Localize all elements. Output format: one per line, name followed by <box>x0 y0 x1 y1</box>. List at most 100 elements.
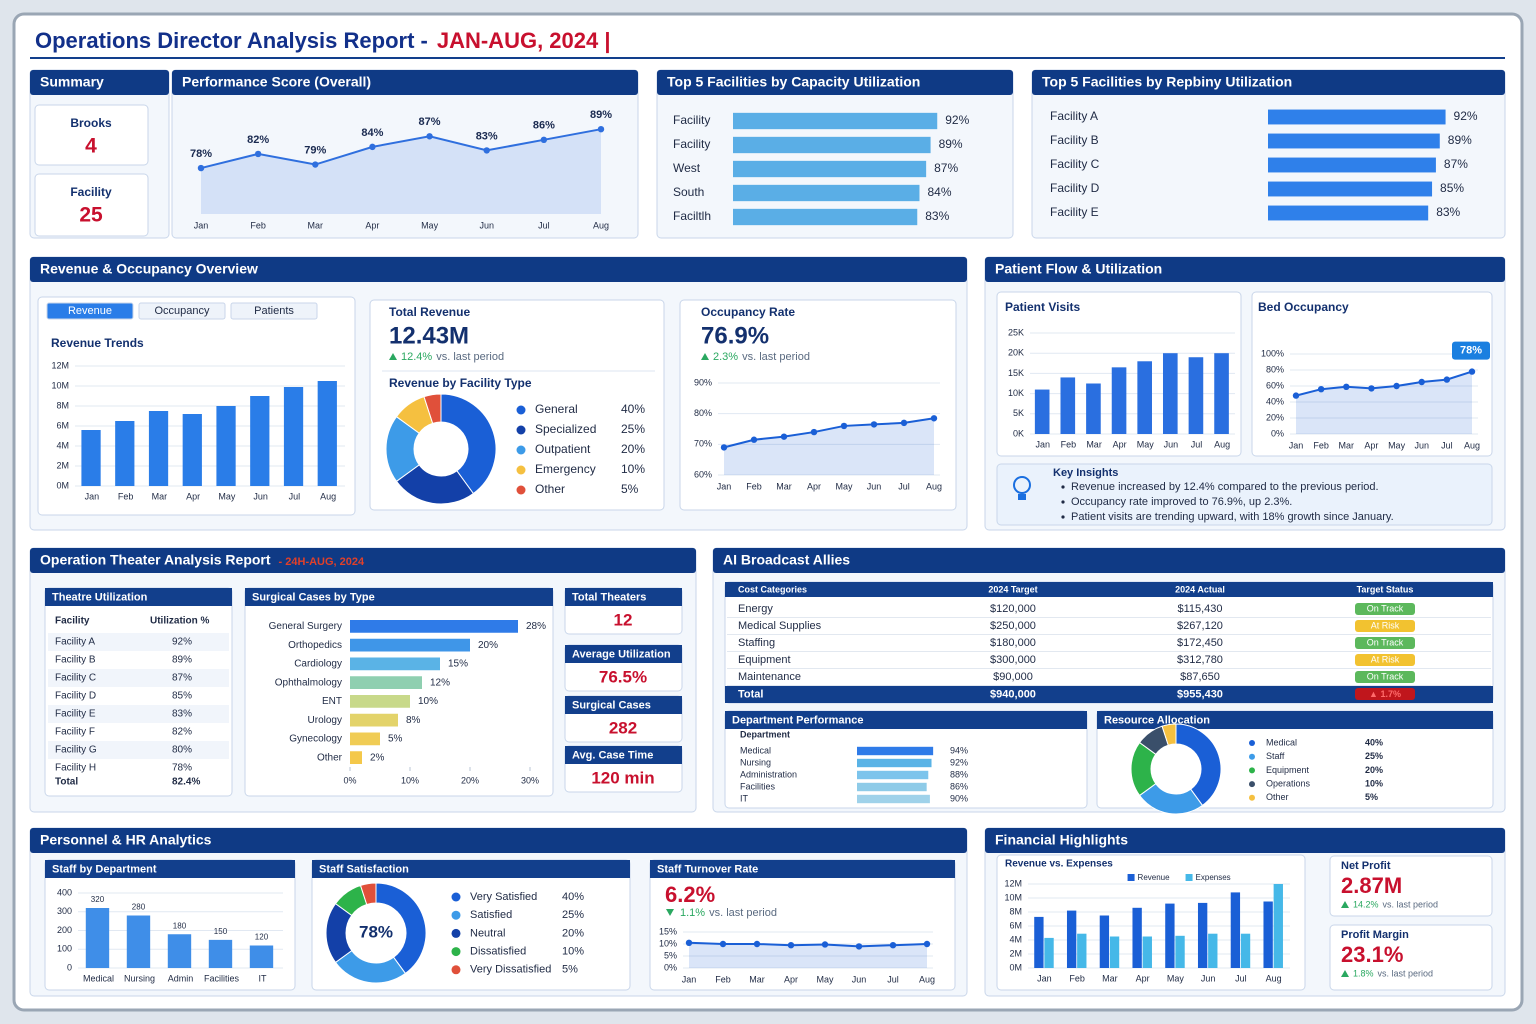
card-title: Total Theaters <box>572 591 646 603</box>
panel-title: Patient Flow & Utilization <box>995 261 1162 277</box>
card-title: Average Utilization <box>572 648 671 660</box>
bar <box>350 638 470 652</box>
table-cell: 78% <box>172 763 192 774</box>
legend-dot <box>1249 781 1255 788</box>
point <box>1393 382 1400 390</box>
category-label: Facility C <box>1050 157 1100 171</box>
panel-title: Operation Theater Analysis Report <box>40 552 271 568</box>
legend-label: Outpatient <box>535 442 591 456</box>
point <box>900 419 908 427</box>
category-label: Facility <box>673 137 710 151</box>
y-tick-label: 0% <box>664 962 677 972</box>
data-label: 94% <box>950 745 968 755</box>
bar <box>1086 383 1101 434</box>
donut-segment <box>1161 723 1177 746</box>
category-label: Faciltlh <box>673 209 711 223</box>
table-cell: $87,650 <box>1180 671 1220 683</box>
tab-label[interactable]: Revenue <box>68 305 112 317</box>
trend-arrow <box>1341 901 1349 908</box>
kpi-value: 12 <box>614 610 633 629</box>
x-tick-label: Jan <box>682 974 697 984</box>
y-tick-label: 40% <box>1266 396 1284 406</box>
x-tick-label: Apr <box>365 220 379 230</box>
trend-arrow <box>666 909 674 916</box>
summary-label: Brooks <box>70 116 112 130</box>
x-tick-label: May <box>816 974 834 984</box>
table-cell: $172,450 <box>1177 637 1223 649</box>
y-tick-label: 15K <box>1008 368 1024 378</box>
kpi-value: 6.2% <box>665 882 715 907</box>
legend-dot <box>516 445 526 455</box>
point <box>197 164 205 172</box>
tab-label[interactable]: Occupancy <box>154 305 210 317</box>
column-header: Utilization % <box>150 616 210 627</box>
table-cell: Equipment <box>738 654 791 666</box>
panel-header <box>657 70 1013 95</box>
card <box>679 299 957 511</box>
tab[interactable] <box>138 302 226 320</box>
data-label: 92% <box>945 113 969 127</box>
x-tick-label: May <box>1167 973 1185 983</box>
status-badge <box>1355 603 1415 615</box>
kpi-card <box>1329 855 1493 917</box>
card-header <box>565 696 682 714</box>
point <box>923 940 931 948</box>
x-tick-label: Jul <box>1441 440 1453 450</box>
table-cell: Facility A <box>55 637 95 648</box>
card-title: Department Performance <box>732 714 863 726</box>
tab[interactable] <box>230 302 318 320</box>
bar <box>1240 933 1251 968</box>
bar <box>1044 937 1054 968</box>
y-tick-label: 0M <box>56 480 69 490</box>
column-header: Facility <box>55 616 90 627</box>
x-tick-label: Jan <box>85 491 100 501</box>
point <box>753 940 761 948</box>
legend-dot <box>451 892 461 902</box>
legend-swatch <box>1127 874 1135 881</box>
legend-label: Dissatisfied <box>470 946 526 958</box>
card-title: Staff Satisfaction <box>319 863 409 875</box>
table-cell: $267,120 <box>1177 620 1223 632</box>
y-tick-label: 0% <box>1271 428 1284 438</box>
card-title: Surgical Cases by Type <box>252 591 375 603</box>
bar <box>1132 907 1142 968</box>
x-tick-label: Aug <box>593 220 609 230</box>
table-total: Total <box>738 688 763 700</box>
x-tick-label: Jan <box>717 481 732 491</box>
tab-label[interactable]: Patients <box>254 305 294 317</box>
category-label: Facilities <box>740 781 776 791</box>
page-period: JAN-AUG, 2024 | <box>437 28 611 53</box>
y-tick-label: 25K <box>1008 327 1024 337</box>
insights <box>996 463 1493 526</box>
kpi-note: vs. last period <box>1378 968 1434 978</box>
panel-title: Summary <box>40 74 104 90</box>
axis-label: Department <box>740 729 790 739</box>
card-header <box>45 860 295 878</box>
x-tick-label: Apr <box>1364 440 1378 450</box>
category-label: Facility E <box>1050 205 1099 219</box>
data-label: 84% <box>361 127 383 139</box>
category-label: Gynecology <box>289 734 342 745</box>
category-label: Other <box>317 752 343 763</box>
line <box>688 941 928 948</box>
data-label: 86% <box>533 120 555 132</box>
x-tick-label: Feb <box>1061 439 1077 449</box>
data-label: 92% <box>1454 109 1478 123</box>
x-tick-label: 30% <box>521 775 539 785</box>
x-tick-label: Jul <box>1191 439 1203 449</box>
legend-label: Very Satisfied <box>470 891 537 903</box>
tab[interactable] <box>46 302 134 320</box>
kpi-label: Occupancy Rate <box>701 305 795 319</box>
category-label: Ophthalmology <box>275 677 342 688</box>
trend-arrow <box>389 353 397 360</box>
data-label: 89% <box>939 137 963 151</box>
bar <box>148 411 169 486</box>
data-label: 5% <box>388 734 403 745</box>
table-cell: Facility B <box>55 655 96 666</box>
legend-label: Equipment <box>1266 765 1310 775</box>
y-tick-label: 2M <box>56 460 69 470</box>
table-cell: $300,000 <box>990 654 1036 666</box>
point <box>483 147 490 154</box>
category-label: Facility <box>673 113 710 127</box>
kpi-value: 12.43M <box>389 322 469 349</box>
